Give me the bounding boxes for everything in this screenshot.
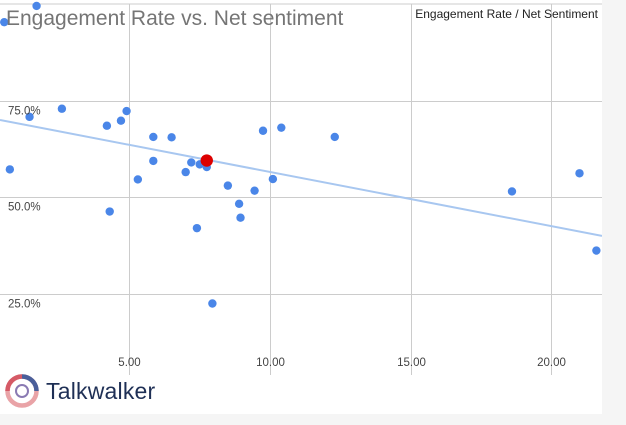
data-point — [149, 156, 158, 166]
data-point — [258, 126, 268, 135]
data-point — [192, 223, 202, 233]
data-point — [57, 104, 67, 113]
data-point — [330, 132, 339, 142]
brand-name: Talkwalker — [46, 377, 156, 404]
data-point — [25, 112, 34, 122]
trendline — [0, 118, 602, 237]
scatter-chart: 25.0% 50.0% 75.0% 5.00 10.00 15.00 20.00 — [0, 1, 602, 375]
data-point — [0, 17, 9, 27]
data-point — [236, 213, 245, 222]
data-points — [0, 1, 601, 308]
talkwalker-logo-icon — [5, 374, 39, 408]
data-point — [208, 299, 217, 308]
grid-lines — [0, 3, 602, 375]
x-tick-label: 15.00 — [397, 357, 426, 369]
chart-container: 25.0% 50.0% 75.0% 5.00 10.00 15.00 20.00 Engag… — [0, 1, 602, 409]
data-point — [116, 116, 126, 125]
data-point — [575, 169, 584, 178]
data-point — [149, 132, 158, 142]
x-tick-label: 5.00 — [118, 357, 140, 369]
tick-labels: 25.0% 50.0% 75.0% 5.00 10.00 15.00 20.00 — [8, 106, 566, 370]
y-tick-label: 50.0% — [8, 202, 41, 214]
data-point — [234, 199, 244, 208]
legend-label: Engagement Rate / Net Sentiment — [415, 7, 598, 21]
y-tick-label: 75.0% — [8, 106, 41, 118]
highlight-point — [200, 154, 213, 167]
trendline-layer — [0, 118, 602, 237]
data-point — [102, 121, 112, 130]
data-point — [5, 165, 15, 174]
x-tick-label: 10.00 — [256, 357, 285, 369]
brand-logo: Talkwalker — [4, 373, 155, 409]
data-point — [250, 186, 259, 195]
data-point — [277, 123, 286, 132]
data-point — [181, 167, 190, 177]
data-point — [167, 133, 176, 142]
data-point — [122, 106, 131, 116]
data-point — [223, 181, 233, 190]
data-point — [32, 1, 41, 11]
data-point — [187, 158, 196, 167]
data-point — [507, 187, 517, 196]
data-point — [133, 175, 143, 184]
data-point — [592, 246, 601, 255]
chart-title: Engagement Rate vs. Net sentiment — [6, 7, 344, 30]
y-tick-label: 25.0% — [8, 299, 41, 311]
data-point — [105, 207, 114, 216]
data-point — [268, 174, 278, 184]
x-tick-label: 20.00 — [537, 357, 566, 369]
